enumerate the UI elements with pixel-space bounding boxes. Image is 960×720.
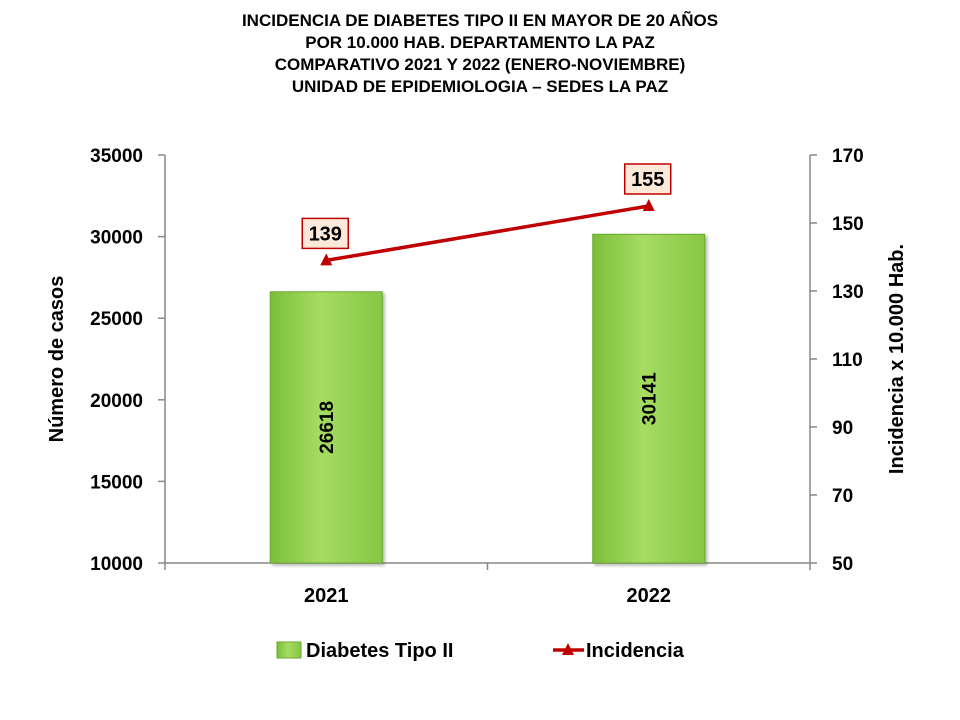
y2-tick-label: 130 (832, 282, 864, 303)
incidencia-line (325, 204, 650, 263)
y-axis-title: Número de casos (46, 276, 68, 443)
y-tick-label: 35000 (90, 146, 143, 167)
incidencia-label-box (301, 217, 349, 250)
bar-value-label: 30141 (640, 372, 661, 425)
bar (592, 233, 706, 564)
x-tick-label: 2021 (304, 585, 349, 607)
chart-title-line-1: INCIDENCIA DE DIABETES TIPO II EN MAYOR … (241, 11, 719, 30)
y2-tick-label: 110 (832, 350, 863, 371)
bar (269, 291, 383, 564)
incidencia-value-label: 155 (631, 169, 664, 191)
y-tick-label: 15000 (90, 472, 143, 493)
chart-title-line-3: COMPARATIVO 2021 Y 2022 (ENERO-NOVIEMBRE… (274, 55, 686, 74)
bar-value-label: 26618 (317, 401, 338, 454)
legend-bar-label: Diabetes Tipo II (306, 640, 453, 662)
x-tick-label: 2022 (627, 585, 672, 607)
y-tick-label: 10000 (90, 554, 143, 575)
y-tick-label: 20000 (90, 391, 143, 412)
chart-title-line-4: UNIDAD DE EPIDEMIOLOGIA – SEDES LA PAZ (291, 77, 669, 96)
incidencia-value-label: 139 (309, 223, 342, 245)
y-tick-label: 30000 (90, 228, 143, 249)
legend-bar-swatch (276, 641, 302, 659)
y2-tick-label: 170 (832, 146, 864, 167)
y2-tick-label: 90 (832, 418, 853, 439)
legend-line-marker (562, 643, 574, 655)
y-tick-label: 25000 (90, 309, 143, 330)
y2-axis-title: Incidencia x 10.000 Hab. (886, 244, 908, 474)
y2-tick-label: 150 (832, 214, 864, 235)
incidencia-marker (320, 253, 333, 266)
chart-title: INCIDENCIA DE DIABETES TIPO II EN MAYOR … (0, 10, 960, 98)
incidencia-label-box (624, 163, 672, 195)
y2-tick-label: 50 (832, 554, 853, 575)
incidencia-marker (642, 199, 655, 211)
chart-title-line-2: POR 10.000 HAB. DEPARTAMENTO LA PAZ (305, 33, 655, 52)
y2-tick-label: 70 (832, 486, 853, 507)
legend-line-label: Incidencia (586, 640, 685, 662)
